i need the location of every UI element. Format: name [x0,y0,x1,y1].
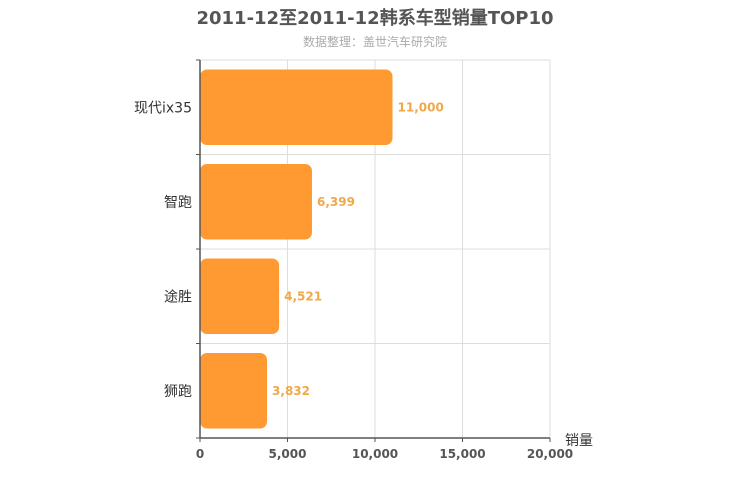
x-tick-label: 20,000 [527,447,573,461]
data-label: 6,399 [317,195,355,209]
bar [200,353,268,429]
data-label: 4,521 [284,289,322,303]
category-label: 狮跑 [164,384,192,400]
chart-title: 2011-12至2011-12韩系车型销量TOP10 [196,8,554,29]
chart-subtitle: 数据整理：盖世汽车研究院 [302,35,447,49]
bars [200,69,393,429]
bar [200,164,312,240]
bar [200,258,280,334]
category-label: 途胜 [164,288,192,305]
bar [200,69,393,145]
x-tick-label: 10,000 [352,447,398,461]
labels: 11,000 现代ix35 6,399 智跑 4,521 途胜 3,832 狮跑 0 5,000 1… [134,100,593,461]
category-label: 现代ix35 [134,100,192,116]
x-tick-label: 5,000 [269,447,307,461]
x-tick-label: 15,000 [439,447,485,461]
x-tick-label: 0 [196,447,204,461]
data-label: 11,000 [398,100,444,114]
category-label: 智跑 [164,195,192,211]
axes [196,59,551,442]
data-label: 3,832 [272,384,310,398]
x-axis-title: 销量 [565,433,593,449]
